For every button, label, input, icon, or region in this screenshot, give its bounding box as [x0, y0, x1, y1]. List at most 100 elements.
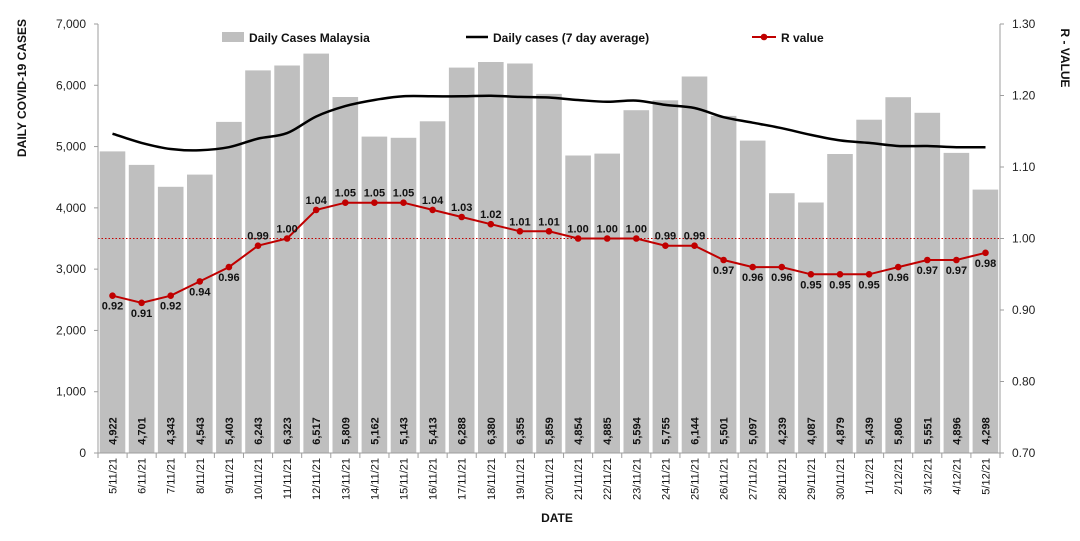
bar-value-label: 5,097	[748, 417, 760, 445]
x-tick-label: 25/11/21	[690, 458, 702, 500]
r-value-label: 1.02	[480, 209, 501, 221]
bar-value-label: 4,879	[835, 417, 847, 445]
bar	[856, 119, 882, 453]
r-value-label: 0.92	[102, 301, 123, 313]
bar-value-label: 5,806	[893, 417, 905, 445]
bar-value-label: 6,380	[486, 417, 498, 445]
r-value-label: 0.99	[655, 231, 676, 243]
bar	[769, 193, 795, 453]
x-tick-label: 28/11/21	[777, 458, 789, 500]
bar	[274, 65, 300, 453]
r-value-label: 0.96	[742, 272, 763, 284]
y-axis-title: DAILY COVID-19 CASES	[15, 19, 29, 157]
y-tick-label: 0	[79, 446, 86, 460]
r-value-point	[720, 256, 727, 264]
bar	[914, 112, 941, 454]
bar	[390, 137, 417, 454]
x-tick-label: 20/11/21	[544, 458, 556, 500]
y2-tick-label: 0.80	[1012, 375, 1036, 389]
bar-value-label: 5,755	[660, 417, 672, 445]
bar-value-label: 6,243	[253, 417, 265, 445]
bar-value-label: 4,298	[981, 417, 993, 445]
x-tick-label: 15/11/21	[399, 458, 411, 500]
x-tick-label: 7/11/21	[166, 458, 178, 494]
x-tick-label: 11/11/21	[282, 458, 294, 499]
r-value-point	[342, 199, 349, 206]
r-value-label: 0.97	[917, 265, 938, 277]
bar	[623, 110, 650, 453]
x-tick-label: 26/11/21	[719, 458, 731, 500]
x-tick-label: 12/11/21	[311, 458, 323, 500]
bar-value-label: 4,701	[137, 417, 149, 445]
bar	[652, 100, 679, 454]
bar-value-label: 5,162	[369, 417, 381, 445]
r-value-point	[400, 199, 407, 206]
r-value-label: 0.91	[131, 308, 152, 320]
r-value-label: 1.05	[393, 188, 414, 200]
r-value-label: 1.04	[422, 195, 444, 207]
x-tick-label: 21/11/21	[573, 458, 585, 500]
bar	[478, 62, 504, 453]
x-tick-label: 29/11/21	[806, 458, 818, 500]
r-value-label: 0.97	[713, 265, 734, 277]
bar-value-label: 5,501	[719, 417, 731, 445]
bar-value-label: 5,439	[864, 417, 876, 445]
x-tick-label: 6/11/21	[137, 458, 149, 494]
legend-group: Daily Cases Malaysia Daily cases (7 day a…	[222, 31, 824, 45]
r-value-label: 0.96	[771, 272, 792, 284]
r-value-label: 0.92	[160, 301, 181, 313]
x-tick-label: 10/11/21	[253, 458, 265, 500]
x-tick-label: 5/11/21	[108, 458, 120, 494]
r-value-point	[429, 206, 436, 214]
bar	[681, 76, 708, 453]
bar-value-label: 4,543	[195, 417, 207, 445]
r-value-point	[836, 271, 844, 278]
r-value-label: 0.98	[975, 258, 996, 270]
y2-axis-title: R - VALUE	[1058, 28, 1072, 87]
r-value-point	[691, 242, 698, 249]
r-value-label: 0.97	[946, 265, 967, 277]
legend-swatch-bars	[222, 32, 244, 42]
r-value-label: 1.00	[567, 224, 588, 236]
legend-swatch-r-marker	[760, 33, 768, 41]
y-tick-label: 4,000	[56, 201, 86, 215]
bar-value-label: 5,413	[428, 417, 440, 445]
r-value-point	[924, 256, 931, 264]
bar-value-label: 4,854	[573, 416, 585, 444]
y2-tick-label: 0.90	[1012, 303, 1036, 317]
x-tick-label: 27/11/21	[748, 458, 760, 500]
x-tick-label: 1/12/21	[864, 458, 876, 495]
r-value-point	[662, 242, 669, 249]
r-value-label: 0.95	[829, 279, 850, 291]
r-value-point	[982, 249, 989, 257]
bar-labels-group: 4,922 4,701 4,343 4,543 5,403 6,243 6,323 6,517…	[108, 416, 993, 444]
y-tick-label: 7,000	[56, 17, 86, 31]
bar-value-label: 5,143	[399, 417, 411, 445]
r-value-point	[487, 220, 495, 228]
r-value-point	[545, 228, 553, 235]
x-tick-label: 30/11/21	[835, 458, 847, 500]
x-tick-label: 14/11/21	[369, 458, 381, 500]
avg-line	[112, 94, 986, 152]
bar-value-label: 6,288	[457, 417, 469, 445]
r-line-group: 0.92 0.91 0.92 0.94 0.96 0.99 1.00 1.04 1.05 1.05…	[102, 188, 996, 320]
axes-group: 0 1,000 2,000 3,000 4,000 5,000 6,000 7,000 0.70…	[56, 17, 1036, 500]
r-value-point	[225, 263, 233, 271]
bar	[798, 202, 824, 453]
bar-value-label: 6,355	[515, 417, 527, 445]
x-tick-label: 17/11/21	[457, 458, 469, 500]
r-value-point	[603, 235, 611, 242]
bar	[536, 93, 562, 454]
bar	[943, 152, 970, 453]
r-value-point	[254, 242, 262, 249]
r-value-point	[516, 228, 524, 235]
bar	[99, 151, 126, 453]
r-value-label: 1.01	[509, 216, 530, 228]
legend-label-avg: Daily cases (7 day average)	[493, 31, 649, 45]
r-value-label: 0.99	[247, 231, 268, 243]
bar-value-label: 5,403	[224, 417, 236, 445]
bar-value-label: 5,594	[631, 416, 643, 444]
r-value-label: 1.00	[596, 224, 617, 236]
bars-group	[99, 53, 999, 454]
